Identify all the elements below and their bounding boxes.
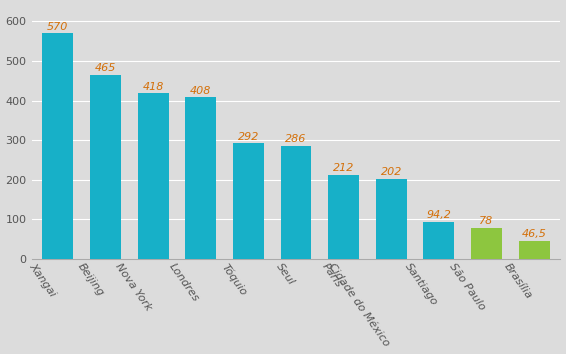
Bar: [471, 228, 502, 259]
Bar: [233, 143, 264, 259]
Text: 286: 286: [285, 134, 307, 144]
Text: 292: 292: [238, 132, 259, 142]
Text: 94,2: 94,2: [427, 210, 451, 220]
Text: 46,5: 46,5: [522, 229, 547, 239]
Bar: [281, 146, 311, 259]
Bar: [185, 97, 216, 259]
Bar: [519, 240, 550, 259]
Text: 570: 570: [47, 22, 68, 32]
Bar: [328, 175, 359, 259]
Text: 212: 212: [333, 164, 354, 173]
Bar: [90, 75, 121, 259]
Bar: [376, 179, 407, 259]
Text: 202: 202: [380, 167, 402, 177]
Bar: [423, 222, 454, 259]
Text: 78: 78: [479, 217, 494, 227]
Text: 465: 465: [95, 63, 116, 73]
Bar: [138, 93, 169, 259]
Text: 408: 408: [190, 86, 211, 96]
Bar: [42, 33, 73, 259]
Text: 418: 418: [143, 82, 164, 92]
